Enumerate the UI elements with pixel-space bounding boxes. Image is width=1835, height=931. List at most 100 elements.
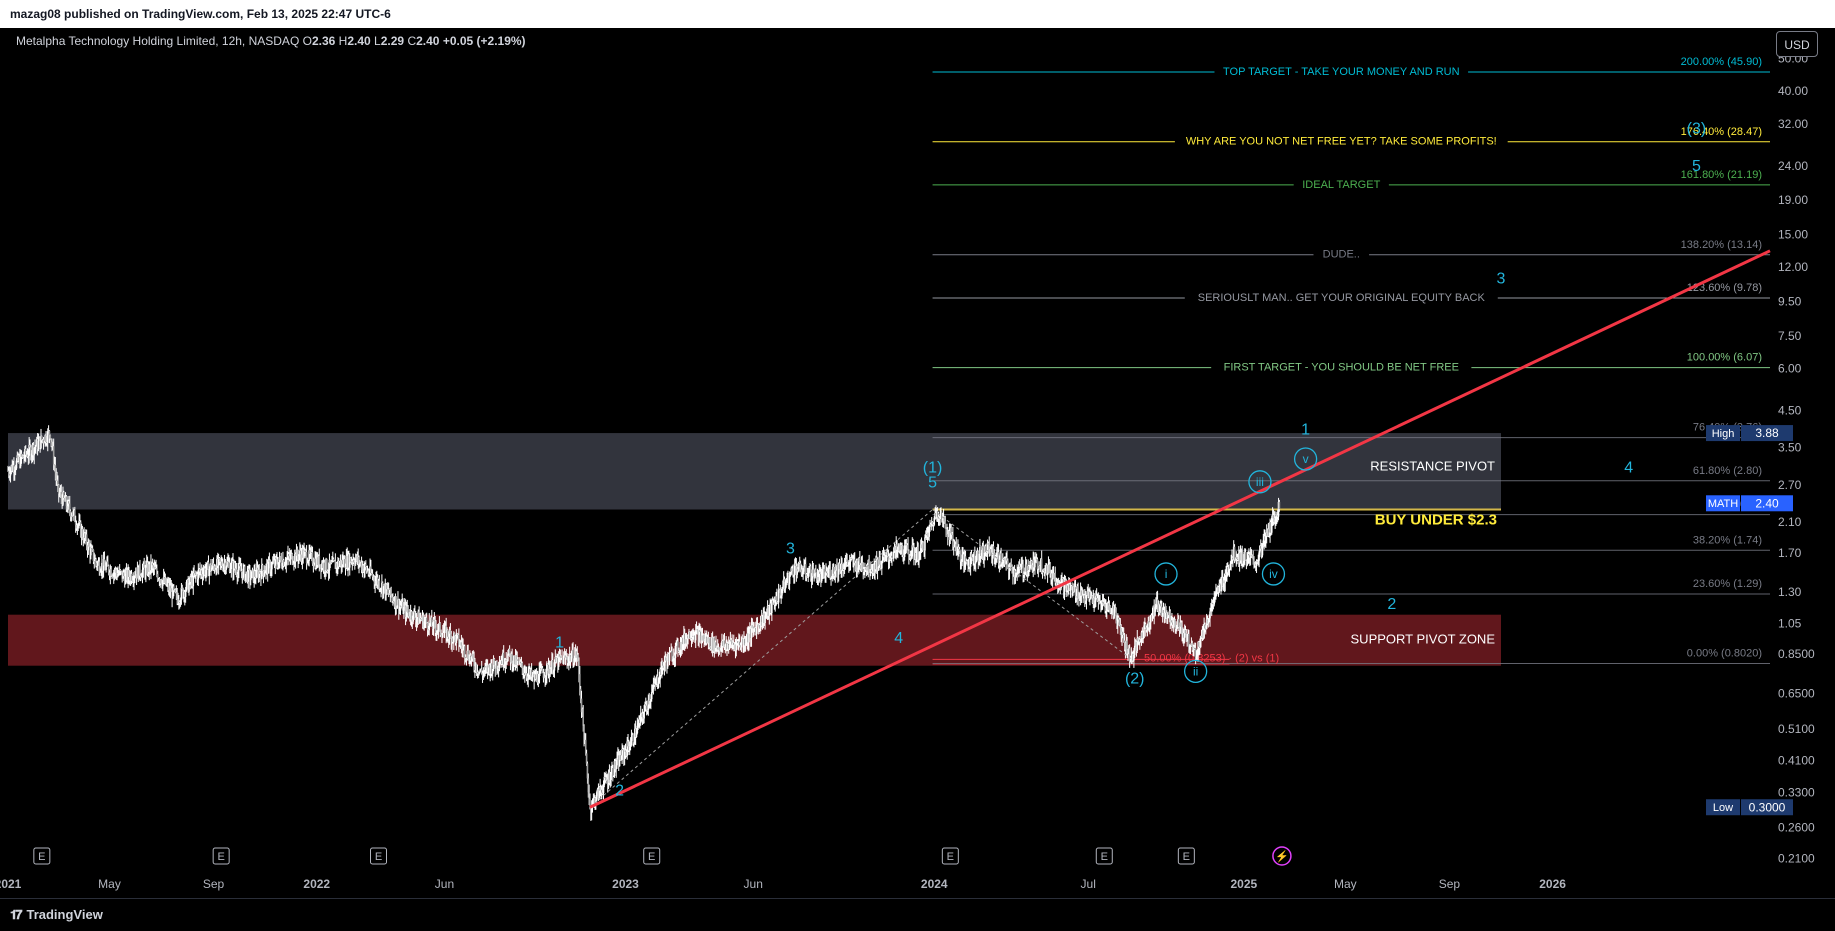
candle-body bbox=[948, 530, 951, 540]
candle-body bbox=[532, 673, 535, 676]
candle-body bbox=[1204, 628, 1207, 630]
x-tick-12: 2026 bbox=[1539, 877, 1566, 891]
candle-body bbox=[470, 657, 473, 661]
candle-body bbox=[367, 570, 370, 574]
candle-body bbox=[793, 575, 795, 577]
candle-body bbox=[63, 492, 65, 499]
candle-body bbox=[655, 679, 657, 685]
candle-body bbox=[443, 626, 446, 632]
candle-body bbox=[254, 571, 256, 577]
candle-body bbox=[969, 553, 972, 567]
candle-body bbox=[477, 672, 480, 674]
candle-body bbox=[128, 570, 130, 577]
candle-body bbox=[1076, 586, 1079, 598]
candle-body bbox=[269, 561, 272, 572]
candle-body bbox=[72, 511, 74, 516]
candle-body bbox=[122, 572, 124, 579]
candle-body bbox=[1254, 564, 1257, 566]
candle-body bbox=[880, 564, 882, 569]
candle-body bbox=[876, 559, 879, 571]
candle-body bbox=[675, 642, 678, 646]
candle-body bbox=[809, 566, 812, 581]
candle-body bbox=[633, 743, 635, 745]
candle-body bbox=[1263, 536, 1265, 541]
candle-body bbox=[963, 554, 965, 568]
symbol-name: Metalpha Technology Holding Limited, 12h… bbox=[16, 34, 300, 48]
candle-body bbox=[1058, 583, 1061, 585]
candle-body bbox=[1240, 552, 1243, 561]
candle-body bbox=[970, 553, 973, 558]
candle-body bbox=[1098, 600, 1101, 604]
fib-percent-4: 123.60% (9.78) bbox=[1687, 282, 1762, 294]
fib-percent-10: 23.60% (1.29) bbox=[1693, 578, 1762, 590]
candle-body bbox=[844, 562, 847, 565]
candle-body bbox=[1118, 619, 1121, 625]
candle-body bbox=[537, 682, 540, 684]
tradingview-logo[interactable]: 𝟏𝟕 TradingView bbox=[10, 907, 103, 923]
candle-body bbox=[716, 647, 718, 649]
candle-body bbox=[914, 553, 917, 560]
candle-body bbox=[798, 561, 801, 564]
candle-body bbox=[150, 561, 152, 571]
candle-body bbox=[484, 666, 486, 672]
candle-body bbox=[930, 522, 933, 526]
candle-body bbox=[1214, 596, 1216, 600]
candle-body bbox=[215, 569, 217, 573]
candle-body bbox=[740, 642, 743, 648]
candle-body bbox=[976, 551, 979, 555]
candle-body bbox=[409, 611, 412, 619]
candle-body bbox=[1142, 638, 1144, 640]
candle-body bbox=[792, 571, 794, 576]
candle-body bbox=[1275, 519, 1277, 521]
candle-body bbox=[944, 521, 947, 528]
candle-body bbox=[41, 436, 43, 441]
candle-body bbox=[686, 635, 689, 644]
candle-body bbox=[622, 749, 624, 751]
candle-body bbox=[1021, 564, 1024, 566]
chart-frame[interactable]: RESISTANCE PIVOT SUPPORT PIVOT ZONE TOP T… bbox=[0, 28, 1835, 898]
candle-body bbox=[848, 562, 850, 566]
candle-body bbox=[205, 569, 207, 575]
candle-body bbox=[749, 628, 752, 638]
candle-body bbox=[541, 668, 544, 673]
candle-body bbox=[859, 564, 862, 569]
candle-body bbox=[164, 578, 167, 583]
candle-body bbox=[467, 650, 469, 660]
y-tick-19: 0.5100 bbox=[1778, 722, 1815, 736]
candle-body bbox=[1090, 595, 1093, 598]
candle-body bbox=[972, 557, 974, 563]
candle-body bbox=[762, 613, 765, 622]
candle-body bbox=[974, 552, 976, 564]
candle-body bbox=[1127, 653, 1129, 655]
candle-body bbox=[1157, 604, 1160, 612]
candle-body bbox=[981, 546, 984, 553]
candle-body bbox=[1176, 627, 1178, 630]
candle-body bbox=[782, 587, 784, 591]
wave-circle-7 bbox=[1154, 562, 1178, 586]
candle-body bbox=[1111, 612, 1113, 614]
candle-body bbox=[815, 572, 818, 583]
candle-body bbox=[439, 623, 442, 634]
candle-body bbox=[1136, 638, 1139, 651]
candle-body bbox=[897, 544, 900, 547]
candle-body bbox=[776, 596, 778, 603]
candle-body bbox=[1119, 624, 1122, 628]
candle-body bbox=[47, 430, 50, 432]
candle-body bbox=[394, 596, 397, 608]
candle-body bbox=[513, 655, 515, 664]
price-tag-name-bg-2 bbox=[1706, 799, 1740, 816]
candle-body bbox=[68, 501, 70, 504]
candle-body bbox=[531, 675, 534, 677]
candle-body bbox=[543, 676, 546, 678]
candle-body bbox=[1006, 557, 1008, 561]
currency-button[interactable]: USD bbox=[1776, 31, 1818, 57]
candle-body bbox=[311, 552, 314, 564]
candle-body bbox=[385, 584, 387, 596]
candle-body bbox=[1232, 557, 1234, 560]
wave-label-16: 5 bbox=[1692, 158, 1701, 175]
candle-body bbox=[772, 602, 775, 604]
candle-body bbox=[1257, 560, 1260, 562]
candle-body bbox=[132, 580, 134, 582]
x-tick-11: Sep bbox=[1439, 877, 1461, 891]
